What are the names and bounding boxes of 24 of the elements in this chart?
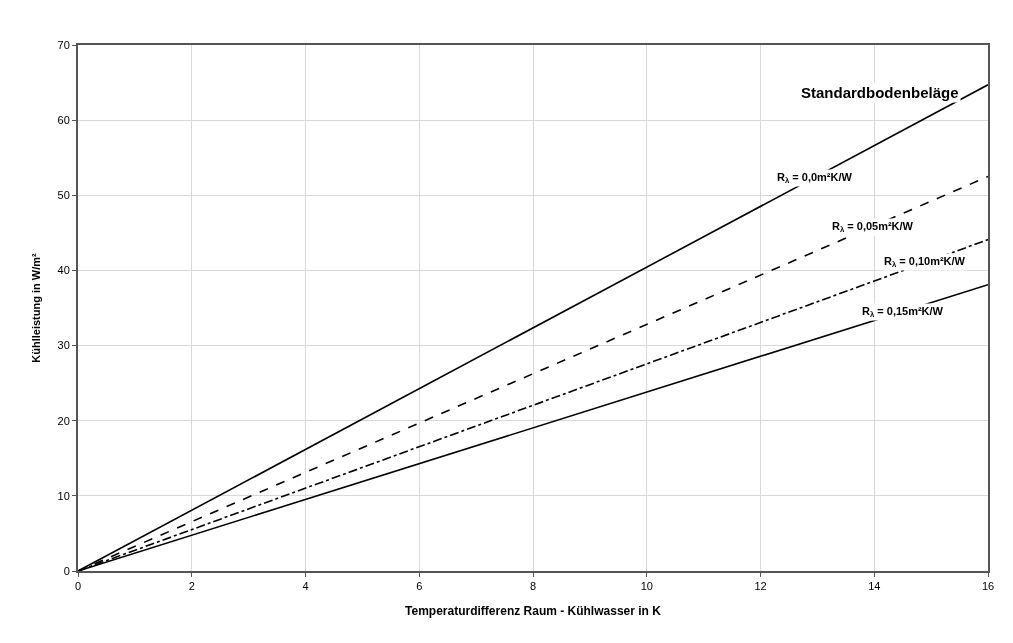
- x-axis-title: Temperaturdifferenz Raum - Kühlwasser in K: [405, 603, 662, 618]
- y-tick-label: 50: [57, 189, 70, 202]
- y-tick-label: 70: [57, 38, 70, 51]
- y-tick-label: 60: [57, 113, 70, 126]
- series-label: R$_{λ}$ = 0,05m²K/W: [832, 220, 914, 235]
- x-tick-label: 16: [981, 580, 995, 593]
- x-tick-label: 14: [868, 580, 881, 593]
- x-tick-label: 0: [74, 580, 82, 593]
- series-label: R$_{λ}$ = 0,15m²K/W: [862, 305, 944, 320]
- y-tick-label: 30: [57, 339, 70, 352]
- x-tick-label: 10: [640, 580, 653, 593]
- y-tick-label: 0: [63, 564, 70, 577]
- y-tick-label: 10: [57, 489, 70, 502]
- x-tick-label: 6: [416, 580, 423, 593]
- y-tick-label: 20: [57, 414, 70, 427]
- annotation: Standardbodenbeläge: [801, 84, 959, 101]
- x-tick-label: 8: [529, 580, 537, 593]
- series-label: R$_{λ}$ = 0,10m²K/W: [884, 255, 966, 270]
- y-axis-title: Kühlleistung in W/m²: [29, 252, 42, 363]
- x-tick-label: 12: [754, 580, 767, 593]
- x-tick-label: 4: [302, 580, 309, 593]
- x-tick-label: 2: [188, 580, 195, 593]
- y-tick-label: 40: [57, 264, 70, 277]
- series-label: R$_{λ}$ = 0,0m²K/W: [777, 171, 853, 186]
